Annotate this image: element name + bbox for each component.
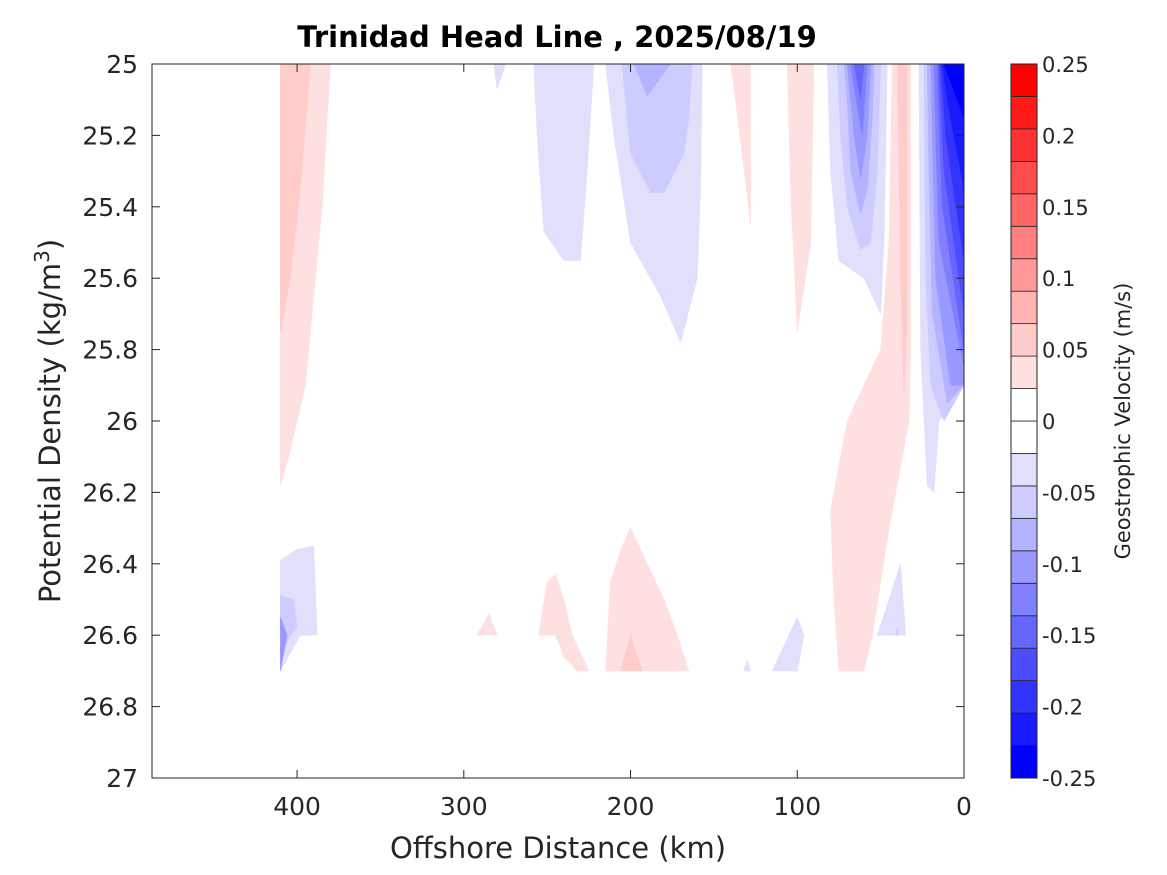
y-axis-label-main: Potential Density (kg/m: [33, 263, 67, 603]
contour-regions: [280, 63, 965, 673]
colorbar-bin: [1010, 388, 1038, 422]
y-tick-label: 27: [106, 764, 138, 793]
y-tick-label: 25.6: [82, 264, 138, 293]
y-tick-label: 26.6: [82, 621, 138, 650]
colorbar-bin: [1010, 582, 1038, 617]
contour-deep-negative-40-inner: [895, 628, 900, 636]
colorbar-tick-label: 0.2: [1042, 124, 1075, 148]
contour-coastal-positive-outer: [830, 63, 911, 672]
contour-offshore-deep-negative-inner: [280, 617, 288, 671]
y-tick-label: 25: [106, 50, 138, 79]
colorbar-bin: [1010, 453, 1038, 487]
contour-deep-positive-245: [538, 573, 590, 672]
colorbar-bin: [1010, 517, 1038, 552]
colorbar-tick-label: -0.1: [1042, 553, 1083, 577]
chart-title: Trinidad Head Line , 2025/08/19: [297, 20, 817, 54]
colorbar: 0.25 0.2 0.15 0.1 0.05 0 -0.05 -0.1 -0.15 -0.2 -0.…: [1010, 53, 1096, 791]
colorbar-bin: [1010, 128, 1038, 162]
contour-deep-positive-280: [476, 613, 498, 636]
colorbar-tick-label: -0.15: [1042, 624, 1096, 648]
colorbar-tick-label: 0.15: [1042, 196, 1089, 220]
colorbar-frame: [1010, 63, 1038, 779]
colorbar-bin: [1010, 485, 1038, 519]
colorbar-tick-label: -0.05: [1042, 481, 1096, 505]
colorbar-bin: [1010, 323, 1038, 357]
contour-deep-negative-100: [771, 616, 805, 672]
y-tick-label: 26.8: [82, 693, 138, 722]
contour-deep-negative-130: [743, 659, 752, 672]
contour-deep-positive-200-outer: [605, 527, 690, 672]
x-tick-label: 400: [273, 792, 321, 821]
contour-negative-tongue-240: [533, 63, 595, 261]
colorbar-bin: [1010, 193, 1038, 227]
y-axis-label-close: ): [33, 239, 67, 250]
y-axis-ticks: 25 25.2 25.4 25.6 25.8 26 26.2 26.4 26.6 26.8 27: [82, 50, 964, 793]
contour-small-negative-top-280: [493, 63, 506, 90]
colorbar-bin: [1010, 160, 1038, 195]
y-tick-label: 25.2: [82, 121, 138, 150]
y-tick-label: 25.8: [82, 336, 138, 365]
colorbar-tick-label: -0.2: [1042, 696, 1083, 720]
colorbar-tick-label: 0.1: [1042, 267, 1075, 291]
colorbar-tick-label: 0: [1042, 410, 1055, 434]
colorbar-bin: [1010, 745, 1038, 779]
colorbar-label: Geostrophic Velocity (m/s): [1111, 283, 1135, 560]
x-tick-label: 200: [607, 792, 655, 821]
colorbar-bin: [1010, 258, 1038, 292]
contour-negative-tongue-200-mid: [621, 63, 693, 193]
colorbar-bin: [1010, 420, 1038, 454]
x-axis-ticks: 400 300 200 100 0: [273, 64, 972, 821]
colorbar-bin: [1010, 290, 1038, 325]
colorbar-bin: [1010, 355, 1038, 389]
colorbar-bin: [1010, 550, 1038, 584]
colorbar-bin: [1010, 96, 1038, 130]
colorbar-tick-label: 0.05: [1042, 339, 1089, 363]
colorbar-bin: [1010, 712, 1038, 746]
colorbar-tick-label: 0.25: [1042, 53, 1089, 77]
colorbar-bin: [1010, 647, 1038, 682]
x-tick-label: 100: [773, 792, 821, 821]
colorbar-bin: [1010, 615, 1038, 649]
colorbar-tick-label: -0.25: [1042, 767, 1096, 791]
x-axis-label: Offshore Distance (km): [390, 831, 726, 865]
y-tick-label: 26: [106, 407, 138, 436]
contour-deep-positive-200-inner: [620, 634, 643, 672]
x-tick-label: 300: [440, 792, 488, 821]
y-tick-label: 26.4: [82, 550, 138, 579]
y-axis-label-superscript: 3: [30, 250, 54, 263]
x-tick-label: 0: [956, 792, 972, 821]
contour-positive-sliver-140: [730, 63, 751, 225]
colorbar-bin: [1010, 680, 1038, 714]
colorbar-bin: [1010, 225, 1038, 260]
colorbar-bin: [1010, 63, 1038, 97]
y-tick-label: 26.2: [82, 478, 138, 507]
y-axis-label: Potential Density (kg/m3): [30, 239, 67, 603]
y-tick-label: 25.4: [82, 193, 138, 222]
contour-positive-sliver-100: [786, 63, 815, 332]
